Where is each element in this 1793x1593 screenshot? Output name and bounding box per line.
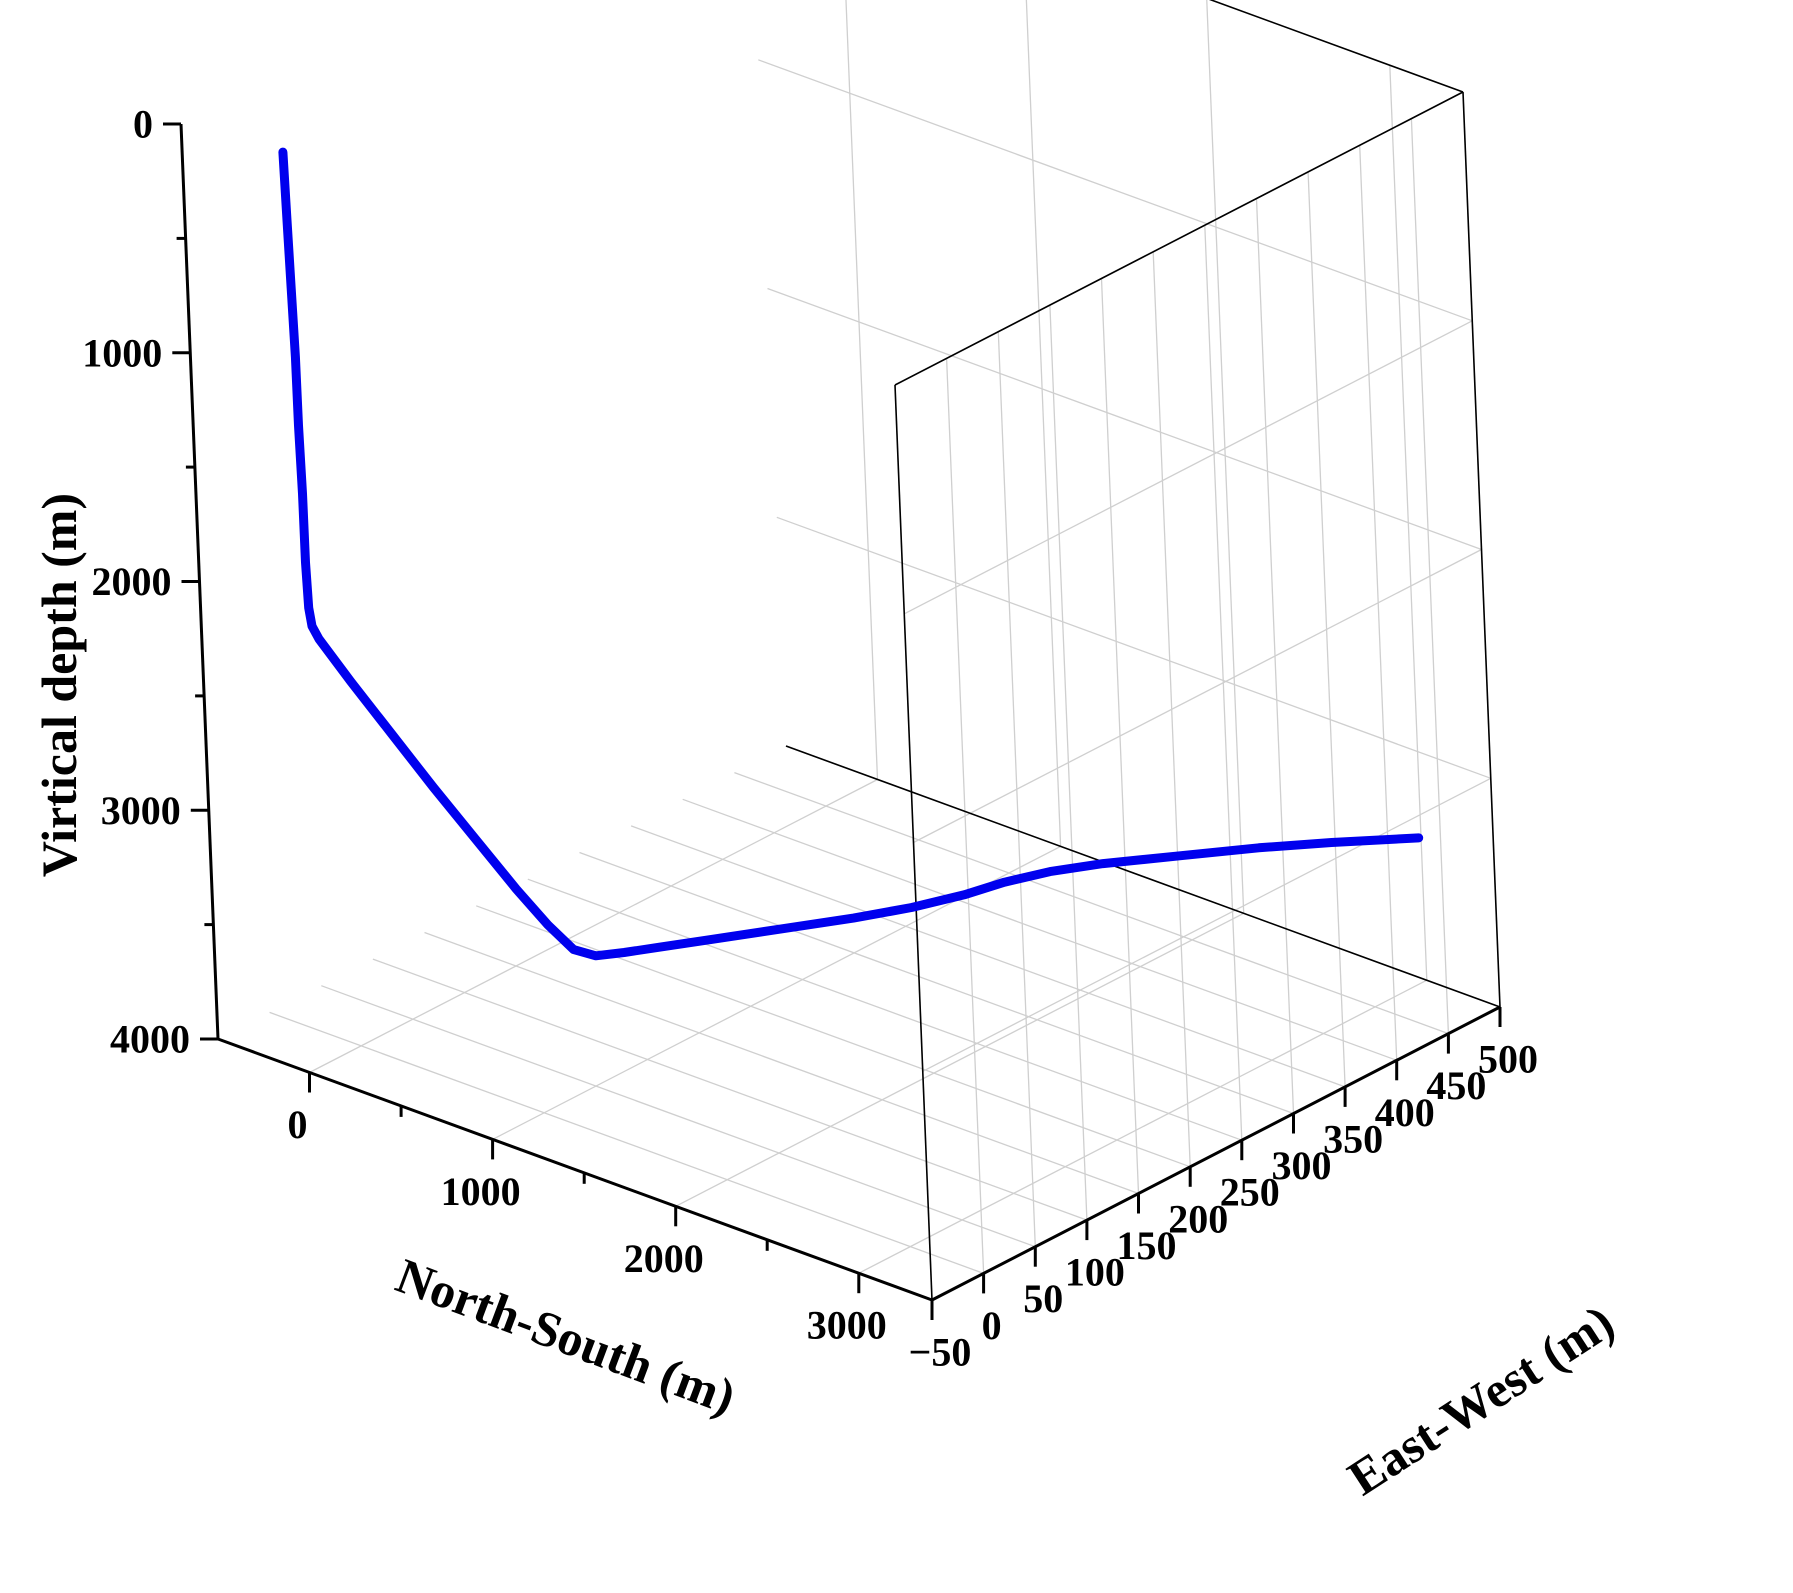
- floor-grid-ew-100: [372, 958, 1088, 1221]
- wall-grid-depth-ns-1000: [758, 59, 1473, 322]
- floor-grid-ew-0: [269, 1011, 984, 1275]
- wall-grid-ns-0: [845, 0, 879, 780]
- east-west-axis-line: [931, 1005, 1501, 1302]
- ew-tick-label-400: 400: [1375, 1090, 1435, 1135]
- wall-grid-depth-ns-3000: [776, 516, 1492, 779]
- depth-tick-label-3000: 3000: [101, 788, 181, 833]
- ew-tick-label-0: 0: [982, 1303, 1002, 1348]
- ew-tick-label-350: 350: [1323, 1116, 1383, 1161]
- floor-grid-ns-3000: [858, 979, 1428, 1274]
- floor-grid-ew-200: [475, 905, 1191, 1168]
- floor-grid-ew-400: [682, 798, 1397, 1061]
- wall-grid-depth-ew-3000: [922, 777, 1492, 1072]
- north-south-axis-line: [217, 1037, 933, 1302]
- box-edge-top-left: [1208, 0, 1464, 93]
- ew-tick-label-250: 250: [1220, 1170, 1280, 1215]
- floor-grid-ew-350: [630, 825, 1346, 1088]
- wall-grid-depth-ns-0: [1209, 0, 1464, 93]
- east-west-axis-title: East-West (m): [1338, 1293, 1624, 1506]
- box-edge-floor-left: [785, 745, 1501, 1008]
- ns-tick-label-3000: 3000: [807, 1303, 887, 1348]
- ew-tick-label-500: 500: [1478, 1037, 1538, 1082]
- box-edge-back-vertical: [1462, 91, 1501, 1008]
- ns-tick-label-2000: 2000: [624, 1236, 704, 1281]
- depth-tick-label-4000: 4000: [110, 1017, 190, 1062]
- floor-grid-ew-50: [321, 985, 1036, 1248]
- tick-marks: [163, 122, 1502, 1320]
- depth-tick-label-0: 0: [133, 102, 153, 147]
- box-edge-right-vertical: [894, 384, 933, 1301]
- ew-tick-label-450: 450: [1426, 1063, 1486, 1108]
- floor-grid-ew-250: [527, 878, 1243, 1141]
- depth-axis-title: Virtical depth (m): [31, 493, 87, 877]
- tick-labels: 010002000300040000100020003000−500501001…: [82, 102, 1538, 1375]
- floor-grid-ns-2000: [675, 912, 1244, 1207]
- trajectory-series: [278, 147, 1424, 961]
- ns-tick-label-1000: 1000: [441, 1169, 521, 1214]
- ns-tick-label-0: 0: [288, 1102, 308, 1147]
- ew-tick-label-200: 200: [1168, 1196, 1228, 1241]
- ew-tick-label-300: 300: [1272, 1143, 1332, 1188]
- floor-grid-ns-0: [309, 778, 878, 1074]
- ew-tick-label-50: 50: [1023, 1276, 1063, 1321]
- floor-grid-ew-150: [424, 931, 1139, 1195]
- ew-tick-label-150: 150: [1117, 1223, 1177, 1268]
- wall-grid-ns-2000: [1206, 0, 1245, 914]
- trajectory-line-0: [278, 147, 1424, 961]
- ew-tick-label--50: −50: [909, 1330, 972, 1375]
- ew-tick-label-100: 100: [1065, 1250, 1125, 1295]
- depth-tick-label-2000: 2000: [92, 559, 172, 604]
- wall-grid-depth-ew-1000: [904, 320, 1473, 615]
- wall-grid-depth-ew-2000: [913, 548, 1482, 844]
- floor-grid-ew-300: [579, 851, 1294, 1115]
- floor-grid-ew-450: [734, 771, 1449, 1035]
- depth-tick-label-1000: 1000: [82, 330, 162, 375]
- wall-grid-depth-ns-2000: [767, 287, 1482, 551]
- box-edge-top-right: [894, 91, 1464, 386]
